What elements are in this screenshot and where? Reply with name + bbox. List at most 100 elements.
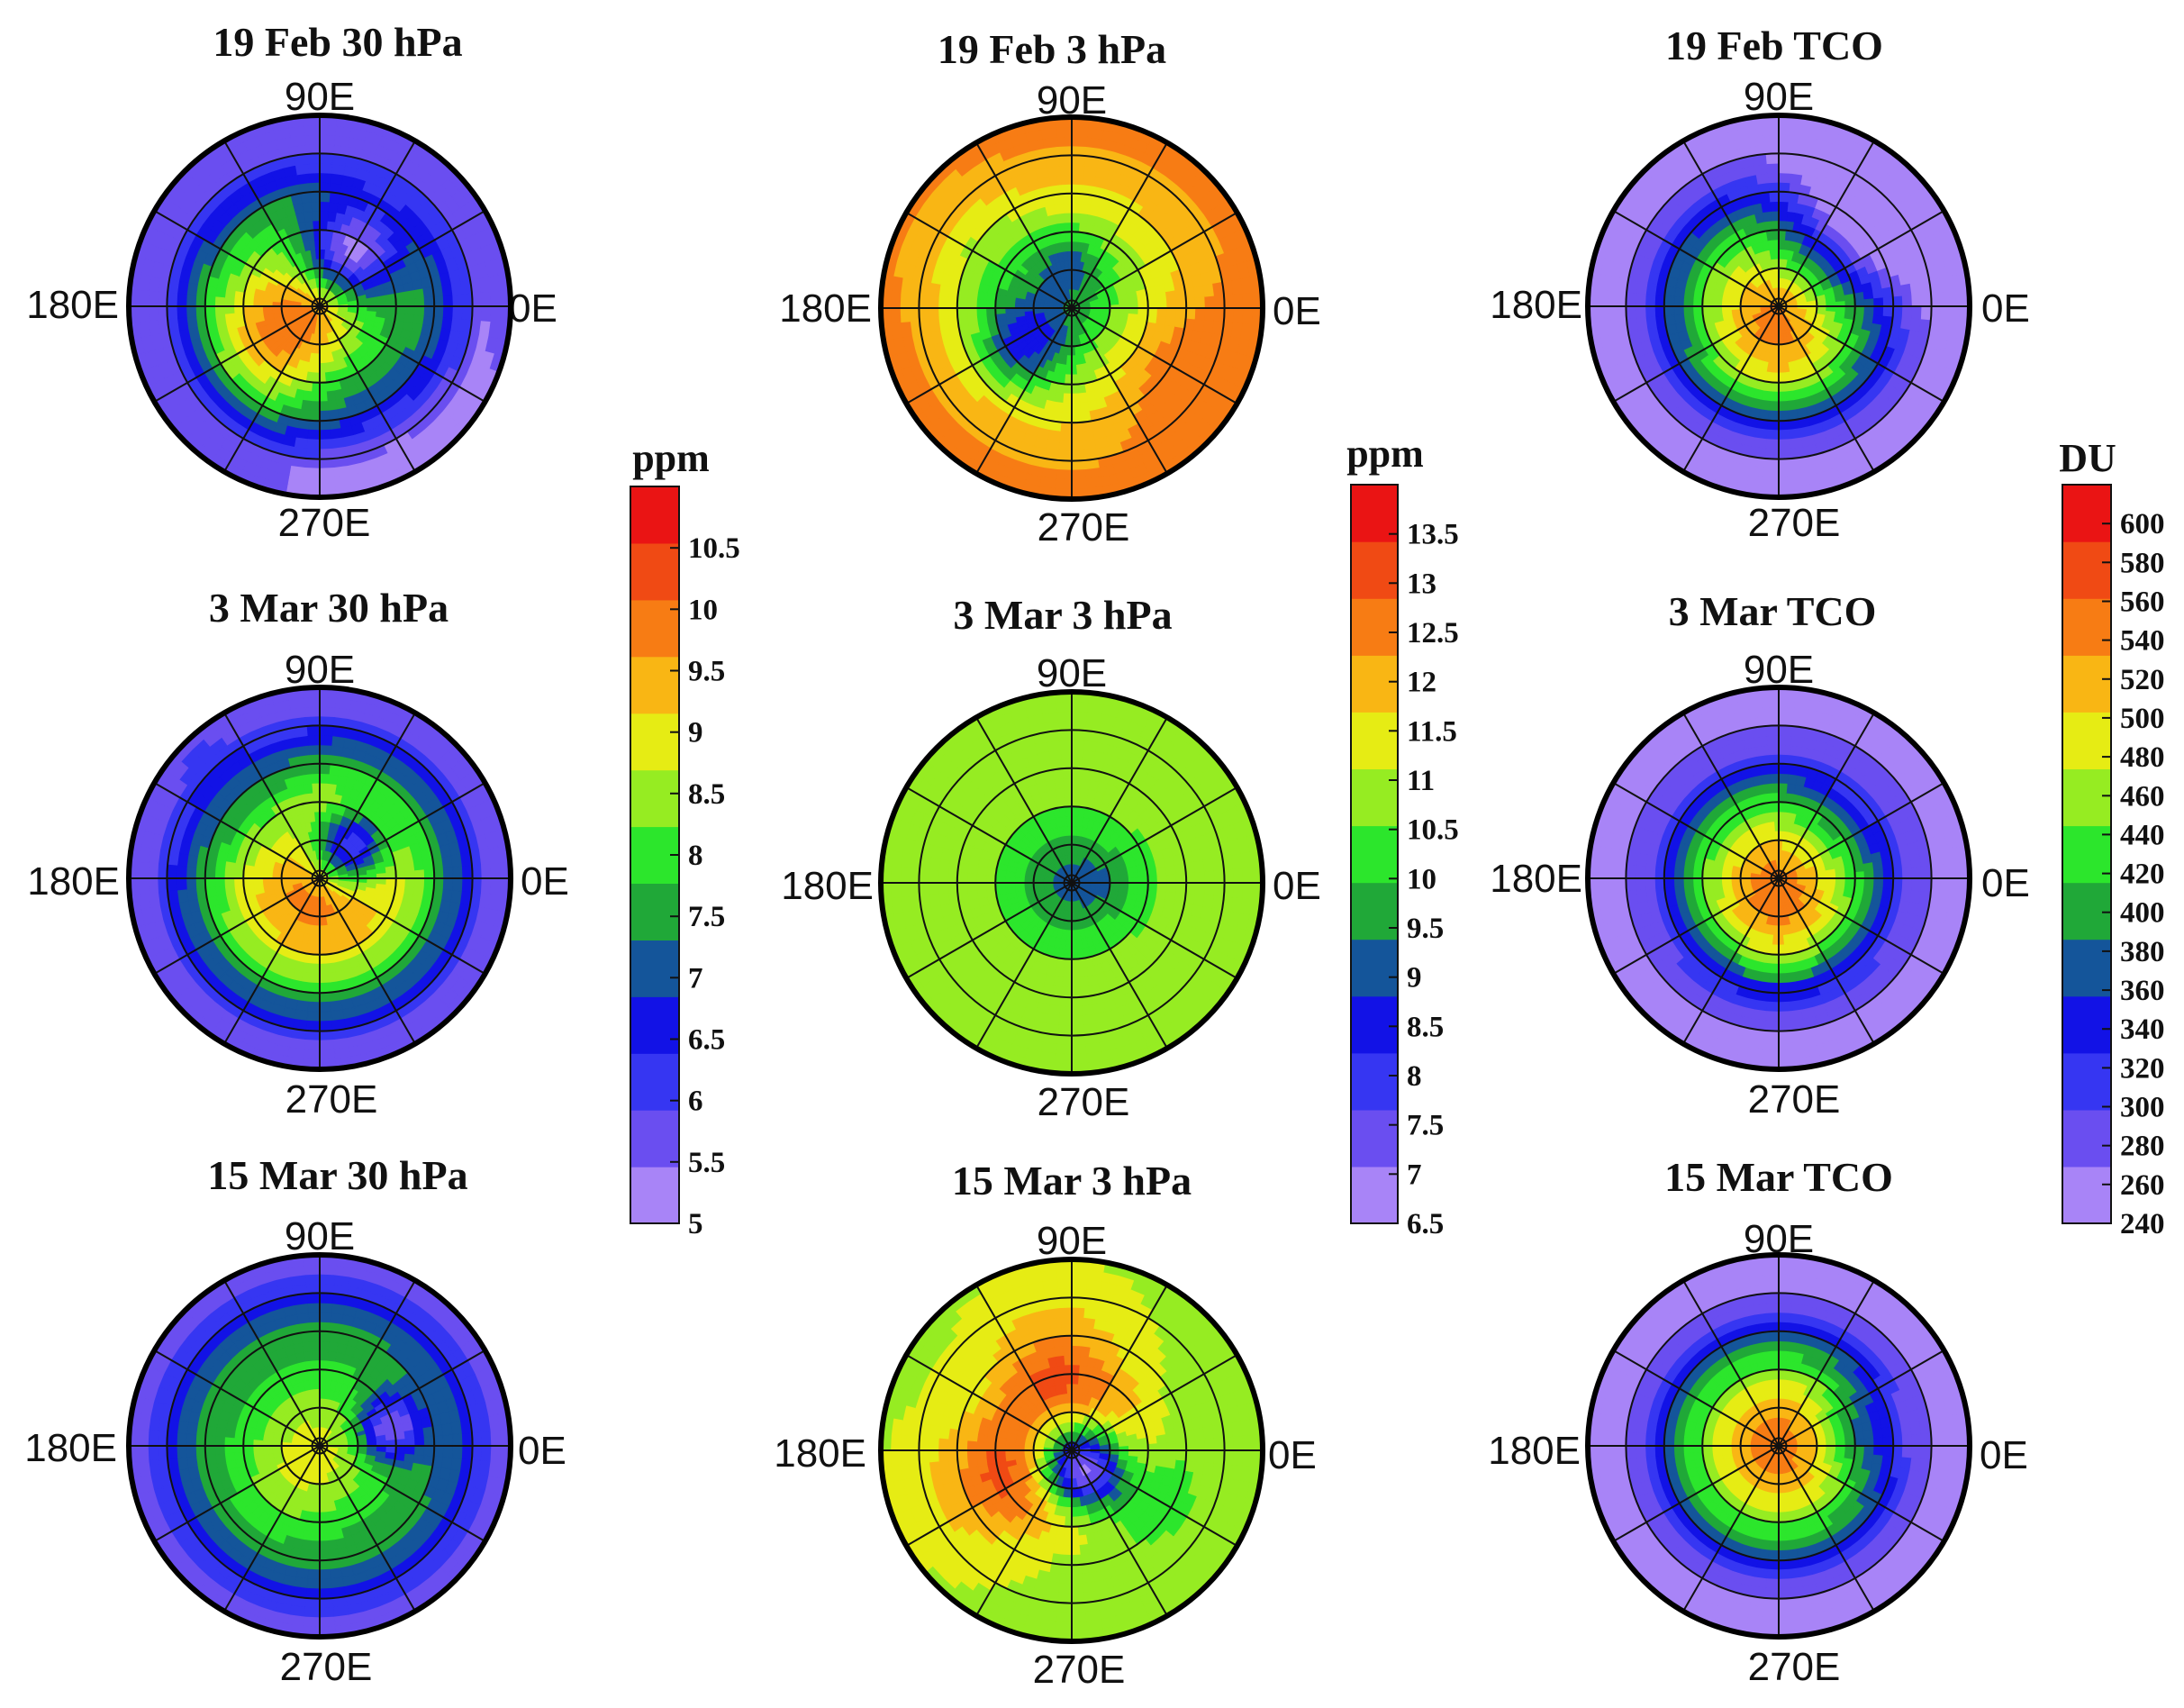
contour-cell bbox=[1053, 401, 1065, 413]
contour-cell bbox=[195, 295, 206, 307]
contour-cell bbox=[1071, 441, 1085, 452]
contour-cell bbox=[311, 391, 321, 403]
contour-cell bbox=[319, 420, 331, 432]
contour-cell bbox=[471, 305, 483, 322]
contour-cell bbox=[1185, 296, 1197, 309]
contour-cell bbox=[1778, 162, 1792, 174]
contour-cell bbox=[312, 381, 321, 393]
polar-map-2 bbox=[878, 114, 1265, 502]
contour-cell bbox=[956, 297, 968, 309]
contour-cell bbox=[319, 401, 330, 413]
contour-cell bbox=[1764, 152, 1780, 165]
contour-cell bbox=[1920, 292, 1933, 307]
contour-cell bbox=[1071, 393, 1081, 404]
contour-cell bbox=[1071, 459, 1087, 471]
dir-label-270e: 270E bbox=[1748, 1645, 1841, 1689]
contour-cell bbox=[204, 295, 216, 307]
contour-cell bbox=[1064, 383, 1073, 395]
contour-cell bbox=[1765, 162, 1780, 174]
dir-label-270e: 270E bbox=[1038, 505, 1130, 550]
contour-cell bbox=[1175, 297, 1187, 309]
dir-label-270e: 270E bbox=[1748, 1077, 1841, 1122]
contour-cell bbox=[319, 448, 334, 460]
panel-title-6: 3 Mar TCO bbox=[1669, 588, 1877, 634]
contour-cell bbox=[938, 307, 949, 321]
contour-cell bbox=[319, 229, 327, 241]
contour-cell bbox=[186, 294, 197, 307]
contour-cell bbox=[1672, 296, 1684, 307]
contour-cell bbox=[242, 299, 254, 307]
dir-label-180e: 180E bbox=[1490, 857, 1582, 901]
dir-label-0e: 0E bbox=[1273, 289, 1321, 333]
contour-cell bbox=[313, 944, 321, 956]
contour-cell bbox=[1071, 422, 1083, 433]
contour-cell bbox=[319, 477, 337, 488]
dir-label-90e: 90E bbox=[1037, 1219, 1107, 1263]
contour-cell bbox=[452, 305, 464, 320]
contour-cell bbox=[938, 295, 949, 309]
contour-cell bbox=[1071, 478, 1089, 490]
contour-cell bbox=[186, 305, 197, 319]
contour-cell bbox=[909, 307, 920, 323]
dir-label-0e: 0E bbox=[518, 1429, 566, 1473]
contour-cell bbox=[1682, 297, 1694, 307]
contour-cell bbox=[319, 124, 337, 136]
contour-cell bbox=[1616, 291, 1627, 307]
contour-cell bbox=[1873, 296, 1885, 307]
contour-cell bbox=[1060, 183, 1073, 195]
contour-cell bbox=[1767, 181, 1780, 193]
contour-cell bbox=[899, 307, 911, 324]
contour-cell bbox=[1663, 305, 1675, 317]
contour-cell bbox=[1778, 191, 1790, 203]
contour-cell bbox=[138, 289, 150, 307]
contour-cell bbox=[1071, 202, 1082, 214]
contour-cell bbox=[1949, 289, 1961, 307]
contour-cell bbox=[1762, 477, 1780, 488]
contour-cell bbox=[1223, 307, 1235, 323]
contour-cell bbox=[304, 133, 321, 146]
contour-cell bbox=[1065, 374, 1073, 386]
contour-cell bbox=[1079, 203, 1091, 215]
contour-cell bbox=[480, 290, 493, 307]
contour-cell bbox=[1645, 305, 1656, 319]
dir-label-90e: 90E bbox=[285, 648, 355, 692]
contour-cell bbox=[423, 295, 435, 307]
contour-cell bbox=[918, 294, 930, 309]
contour-cell bbox=[304, 467, 321, 479]
panel-title-3: 19 Feb TCO bbox=[1665, 23, 1883, 68]
contour-cell bbox=[1778, 439, 1792, 450]
dir-label-270e: 270E bbox=[1748, 501, 1841, 545]
contour-cell bbox=[301, 399, 313, 412]
contour-cell bbox=[213, 305, 225, 316]
contour-cell bbox=[308, 181, 321, 193]
contour-cell bbox=[1071, 126, 1089, 138]
contour-cell bbox=[1772, 372, 1780, 384]
contour-cell bbox=[442, 294, 454, 307]
contour-cell bbox=[1242, 307, 1254, 325]
contour-cell bbox=[319, 458, 335, 469]
contour-cell bbox=[965, 298, 977, 309]
contour-cell bbox=[204, 305, 216, 317]
contour-cell bbox=[1242, 291, 1254, 309]
contour-cell bbox=[1059, 431, 1073, 442]
contour-cell bbox=[1763, 133, 1780, 146]
contour-cell bbox=[1892, 295, 1904, 307]
contour-cell bbox=[994, 301, 1006, 309]
contour-cell bbox=[890, 307, 902, 325]
contour-cell bbox=[1058, 164, 1073, 176]
contour-cell bbox=[965, 307, 977, 318]
contour-cell bbox=[1063, 393, 1073, 404]
contour-cell bbox=[1778, 220, 1787, 232]
contour-cell bbox=[1920, 305, 1933, 321]
contour-cell bbox=[1778, 477, 1796, 488]
contour-cell bbox=[319, 191, 331, 203]
panel-title-4: 3 Mar 30 hPa bbox=[209, 585, 449, 631]
contour-cell bbox=[1763, 467, 1780, 479]
contour-cell bbox=[1213, 307, 1226, 323]
contour-cell bbox=[1164, 315, 1177, 327]
contour-cell bbox=[1763, 458, 1780, 469]
contour-cell bbox=[1071, 231, 1079, 242]
contour-cell bbox=[233, 298, 245, 307]
contour-cell bbox=[319, 181, 331, 193]
contour-cell bbox=[313, 372, 321, 384]
